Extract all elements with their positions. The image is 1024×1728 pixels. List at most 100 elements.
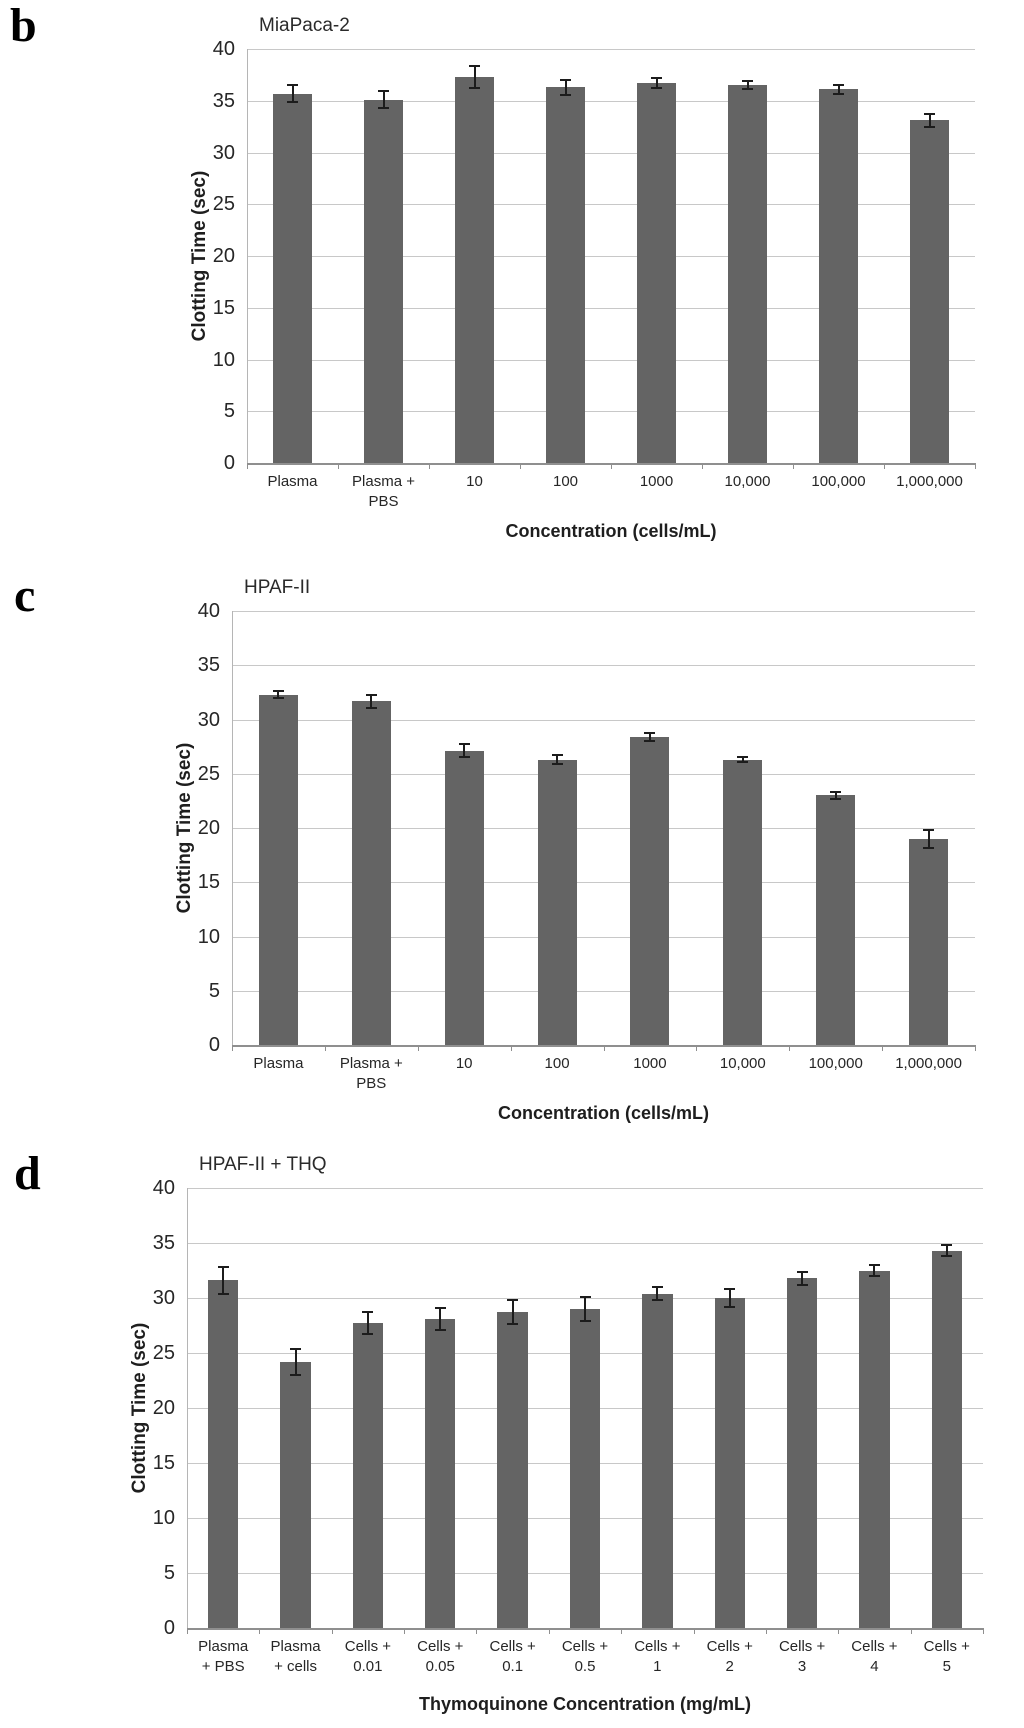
bar (207, 1280, 239, 1628)
x-tick-mark (247, 463, 248, 469)
error-bar-cap-top (579, 1295, 591, 1298)
error-bar-cap-bottom (507, 1323, 519, 1326)
error-bar-line (222, 1267, 225, 1294)
error-bar-cap-top (378, 90, 389, 93)
error-bar-line (928, 114, 931, 127)
error-bar-cap-bottom (365, 706, 377, 709)
bar (816, 795, 856, 1045)
bar (351, 701, 391, 1045)
x-tick-label: 1000 (639, 473, 674, 490)
error-bar-line (473, 65, 476, 89)
x-tick-label: 100,000 (811, 473, 866, 490)
error-bar-line (277, 691, 280, 698)
x-axis-line (247, 463, 975, 465)
error-bar-cap-top (924, 113, 935, 116)
gridline (247, 256, 975, 257)
gridline (232, 936, 975, 938)
error-bar-cap-top (724, 1288, 736, 1291)
bar (909, 838, 949, 1045)
bar (931, 1250, 962, 1628)
error-bar-cap-bottom (290, 1374, 302, 1376)
bar (642, 1293, 673, 1628)
error-bar-cap-bottom (362, 1333, 374, 1336)
x-tick-mark (696, 1045, 698, 1051)
bar (728, 85, 767, 463)
x-tick-label: Cells + 0.1 (489, 1638, 536, 1675)
x-tick-mark (621, 1628, 623, 1634)
error-bar-cap-bottom (941, 1255, 953, 1258)
bar (258, 694, 298, 1045)
gridline (232, 773, 975, 775)
x-tick-label: Plasma + PBS (198, 1638, 249, 1675)
error-bar-cap-top (651, 1286, 663, 1288)
bar (637, 83, 676, 463)
error-bar-cap-top (469, 64, 480, 67)
bar (786, 1278, 818, 1628)
x-tick-label: 1,000,000 (896, 473, 963, 490)
x-tick-mark (611, 463, 612, 469)
bar (819, 89, 858, 463)
bar (714, 1298, 745, 1628)
x-tick-mark (765, 1628, 767, 1634)
gridline (232, 828, 975, 829)
x-tick-mark (476, 1628, 478, 1634)
x-axis-title: Concentration (cells/mL) (497, 1103, 710, 1123)
y-tick-label: 5 (163, 1562, 175, 1584)
y-tick-label: 30 (212, 141, 235, 164)
y-tick-label: 40 (152, 1177, 175, 1199)
error-bar-cap-top (833, 84, 844, 87)
x-tick-mark (793, 463, 794, 469)
y-tick-label: 15 (152, 1452, 175, 1474)
x-tick-label: Plasma + cells (270, 1638, 321, 1675)
y-tick-label: 10 (152, 1507, 175, 1529)
y-tick-label: 0 (223, 452, 235, 474)
bar (444, 750, 484, 1045)
y-axis-line (247, 49, 248, 463)
error-bar-cap-top (737, 756, 749, 759)
bar (364, 99, 403, 463)
error-bar-line (927, 830, 930, 848)
y-tick-label: 5 (208, 979, 220, 1002)
gridline (232, 611, 975, 612)
x-tick-label: 100,000 (808, 1055, 863, 1072)
error-bar-line (382, 91, 385, 108)
chart-title: HPAF-II (244, 577, 311, 598)
error-bar-cap-top (941, 1244, 953, 1247)
error-bar-cap-top (217, 1266, 229, 1269)
error-bar-line (366, 1312, 369, 1335)
x-tick-mark (789, 1045, 791, 1051)
x-tick-mark (324, 1045, 326, 1051)
x-tick-mark (232, 1045, 233, 1051)
x-tick-mark (975, 463, 976, 469)
error-bar-line (463, 744, 466, 758)
gridline (247, 100, 975, 102)
x-tick-mark (603, 1045, 605, 1051)
x-tick-label: 1000 (633, 1055, 667, 1072)
error-bar-cap-bottom (272, 696, 284, 699)
error-bar-cap-bottom (579, 1320, 591, 1323)
x-tick-mark (404, 1628, 406, 1634)
x-tick-mark (187, 1628, 188, 1634)
error-bar-cap-bottom (737, 760, 749, 763)
x-tick-label: Plasma + PBS (339, 1055, 403, 1092)
y-tick-label: 35 (197, 654, 220, 677)
x-tick-mark (429, 463, 430, 469)
y-axis-line (187, 1188, 188, 1628)
gridline (247, 359, 975, 361)
x-axis-title: Concentration (cells/mL) (505, 521, 717, 541)
x-tick-label: Cells + 0.05 (417, 1638, 464, 1675)
x-tick-mark (331, 1628, 333, 1634)
y-tick-label: 40 (212, 38, 235, 60)
error-bar-cap-bottom (796, 1283, 808, 1286)
error-bar-line (291, 85, 294, 102)
x-tick-mark (910, 1628, 912, 1634)
y-tick-label: 30 (197, 708, 220, 731)
error-bar-cap-bottom (378, 106, 389, 109)
error-bar-cap-top (651, 76, 662, 79)
error-bar-cap-bottom (458, 756, 470, 759)
x-tick-mark (975, 1045, 976, 1051)
x-tick-mark (693, 1628, 695, 1634)
panel-label-d: d (14, 1147, 41, 1200)
gridline (247, 307, 975, 309)
